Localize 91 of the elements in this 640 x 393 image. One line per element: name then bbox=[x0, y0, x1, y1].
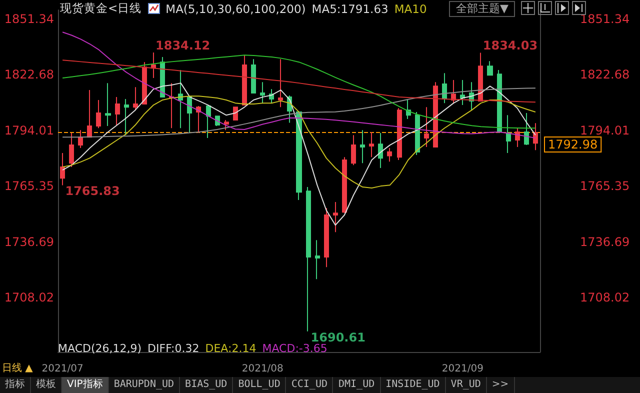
y-tick-label: 1794.01 bbox=[4, 123, 54, 138]
candlestick bbox=[233, 106, 238, 120]
candlestick bbox=[415, 112, 420, 156]
annotation: 1834.12 bbox=[155, 38, 210, 53]
annotation: 1690.61 bbox=[310, 330, 366, 344]
candlestick bbox=[460, 79, 465, 106]
candlestick bbox=[115, 96, 120, 126]
text: 模板 bbox=[31, 377, 62, 393]
candlestick bbox=[169, 82, 174, 129]
candlestick bbox=[424, 106, 429, 148]
candlestick bbox=[178, 70, 183, 129]
line-series bbox=[62, 60, 536, 103]
text: CCI_UD bbox=[286, 377, 334, 393]
candlestick bbox=[369, 132, 374, 158]
candlestick bbox=[296, 110, 302, 201]
candlestick bbox=[442, 72, 447, 104]
text: 日线 ▲ bbox=[2, 362, 33, 375]
annotation: DIFF:0.32 bbox=[148, 342, 200, 355]
candlestick bbox=[524, 112, 529, 146]
y-tick-label: 1765.35 bbox=[4, 179, 54, 194]
y-tick-label: 1822.68 bbox=[4, 68, 54, 82]
candlestick bbox=[187, 96, 192, 134]
y-tick-label: 1851.34 bbox=[4, 12, 54, 26]
x-tick-label: 2021/07 bbox=[42, 364, 84, 374]
candlestick bbox=[533, 122, 538, 151]
candlestick bbox=[142, 62, 147, 105]
annotation: MACD:-3.65 bbox=[262, 342, 328, 355]
candlestick bbox=[278, 58, 283, 108]
annotation: MA(5,10,30,60,100,200) bbox=[166, 2, 306, 16]
candlestick bbox=[87, 90, 92, 138]
annotation: 全部主题▼ bbox=[449, 1, 516, 17]
text: 指标 bbox=[0, 377, 31, 393]
annotation: DEA:2.14 bbox=[205, 342, 256, 355]
candlestick bbox=[206, 105, 211, 139]
y-tick-label: 1736.69 bbox=[4, 234, 54, 249]
text: >> bbox=[486, 377, 515, 393]
text: VIP指标 bbox=[62, 377, 109, 393]
candlestick bbox=[506, 114, 511, 154]
candlestick bbox=[324, 208, 329, 268]
candlestick bbox=[260, 82, 265, 104]
candlestick bbox=[78, 130, 83, 148]
text: BIAS_UD bbox=[180, 377, 234, 393]
candlestick bbox=[497, 70, 502, 133]
text: BOLL_UD bbox=[233, 377, 286, 393]
candlestick bbox=[378, 132, 383, 168]
line-series bbox=[62, 88, 536, 138]
y2-tick-label: 1765.35 bbox=[580, 179, 630, 194]
x-tick-label: 2021/09 bbox=[442, 364, 484, 374]
annotation: 1765.83 bbox=[65, 184, 120, 198]
text: VR_UD bbox=[446, 377, 487, 393]
candlestick bbox=[105, 82, 111, 127]
ref-line-label: 1792.98 bbox=[548, 137, 598, 152]
candlestick bbox=[133, 86, 138, 111]
candlestick bbox=[60, 152, 65, 186]
candlestick bbox=[315, 240, 320, 280]
candlestick bbox=[478, 52, 483, 102]
line-series bbox=[62, 54, 536, 129]
candlestick bbox=[487, 60, 493, 76]
candlestick bbox=[224, 119, 229, 131]
annotation: MACD(26,12,9) bbox=[58, 342, 142, 355]
candlestick bbox=[451, 79, 456, 104]
line-series bbox=[62, 82, 536, 226]
candlestick bbox=[342, 156, 347, 214]
y2-tick-label: 1822.68 bbox=[580, 68, 630, 82]
candlestick bbox=[242, 54, 247, 106]
y2-tick-label: 1736.69 bbox=[580, 234, 630, 249]
y2-tick-label: 1708.02 bbox=[580, 290, 630, 305]
candlestick bbox=[124, 98, 129, 136]
chart-title: 现货黄金<日线 bbox=[60, 1, 142, 16]
y2-tick-label: 1851.34 bbox=[580, 12, 630, 26]
candlestick bbox=[69, 132, 74, 168]
candlestick bbox=[515, 128, 520, 148]
text: DMI_UD bbox=[333, 377, 381, 393]
y-tick-label: 1708.02 bbox=[4, 290, 54, 305]
annotation: 1834.03 bbox=[482, 38, 538, 53]
text: INSIDE_UD bbox=[380, 377, 446, 393]
annotation: MA5:1791.63 bbox=[312, 2, 388, 16]
line-series bbox=[62, 32, 536, 139]
candlestick bbox=[96, 99, 101, 129]
candlestick bbox=[351, 134, 356, 166]
annotation: MA10 bbox=[394, 2, 427, 16]
y2-tick-label: 1794.01 bbox=[580, 123, 630, 138]
candlestick bbox=[306, 186, 311, 332]
candlestick bbox=[251, 58, 256, 94]
candlestick bbox=[387, 147, 392, 162]
x-tick-label: 2021/08 bbox=[242, 364, 284, 374]
candlestick bbox=[333, 201, 338, 233]
candlestick bbox=[360, 130, 365, 164]
candlestick bbox=[151, 52, 156, 79]
text: BARUPDN_UD bbox=[108, 377, 180, 393]
candlestick bbox=[397, 108, 402, 161]
